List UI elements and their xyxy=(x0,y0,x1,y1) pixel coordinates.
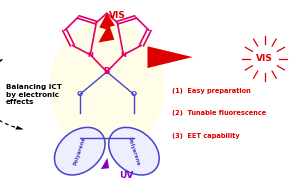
Text: Polyarene: Polyarene xyxy=(73,136,87,166)
Text: O: O xyxy=(131,91,137,98)
Text: VIS: VIS xyxy=(109,11,126,20)
Polygon shape xyxy=(15,126,24,130)
Polygon shape xyxy=(101,158,109,169)
Text: O: O xyxy=(77,91,83,98)
Polygon shape xyxy=(0,59,2,64)
Text: UV: UV xyxy=(119,170,134,180)
Text: Polyarene: Polyarene xyxy=(127,136,141,166)
Text: N: N xyxy=(87,52,93,58)
Text: N: N xyxy=(120,52,126,58)
Text: (3)  EET capability: (3) EET capability xyxy=(172,133,239,139)
Text: Balancing ICT
by electronic
effects: Balancing ICT by electronic effects xyxy=(6,84,62,105)
Ellipse shape xyxy=(50,19,164,155)
Ellipse shape xyxy=(109,127,159,175)
Polygon shape xyxy=(147,46,193,68)
Text: B: B xyxy=(104,67,110,76)
Text: VIS: VIS xyxy=(256,54,273,63)
Ellipse shape xyxy=(54,127,105,175)
Text: (1)  Easy preparation: (1) Easy preparation xyxy=(172,88,250,94)
Text: (2)  Tunable fluorescence: (2) Tunable fluorescence xyxy=(172,110,266,116)
Polygon shape xyxy=(98,13,115,43)
